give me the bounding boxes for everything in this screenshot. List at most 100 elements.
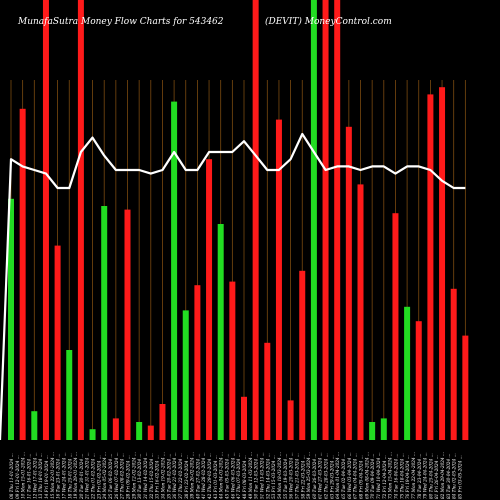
x-tick-labels: 08 Thu 11-01-2024 ... 09 Fri 12-01-2024 .… [9,452,463,500]
x-tick-label: 34 Mon 19-02-2024 ... [161,452,166,499]
x-tick-label: 70 Tue 09-04-2024 ... [370,454,375,499]
x-tick-label: 23 Fri 02-02-2024 ... [96,455,101,500]
x-tick-label: 78 Tue 23-04-2024 ... [417,454,422,499]
money-flow-bar [171,101,178,440]
x-tick-label: 84 Thu 02-05-2024 ... [452,453,457,499]
x-tick-label: 17 Wed 24-01-2024 ... [61,452,66,499]
x-tick-label: 36 Wed 21-02-2024 ... [172,452,177,499]
x-tick-label: 54 Mon 18-03-2024 ... [277,452,282,499]
x-tick-label: 30 Tue 13-02-2024 ... [137,454,142,499]
x-tick-label: 50 Tue 12-03-2024 ... [254,454,259,499]
x-tick-label: 52 Thu 14-03-2024 ... [265,453,270,499]
x-tick-label: 44 Mon 04-03-2024 ... [219,452,224,500]
money-flow-bar [136,422,143,440]
x-tick-label: 43 Fri 01-03-2024 ... [213,455,218,500]
x-tick-label: 13 Thu 18-01-2024 ... [38,453,43,499]
x-tick-label: 18 Thu 25-01-2024 ... [67,453,72,499]
money-flow-bar [194,285,201,440]
money-flow-bar [450,288,457,440]
money-flow-bar [112,418,119,440]
chart-title: MunafaSutra Money Flow Charts for 543462 [17,17,224,27]
x-tick-label: 10 Mon 15-01-2024 ... [21,452,26,499]
x-tick-label: 11 Tue 16-01-2024 ... [27,454,32,499]
money-flow-bar [380,418,387,440]
x-tick-label: 31 Wed 14-02-2024 ... [143,452,148,499]
x-tick-label: 09 Fri 12-01-2024 ... [15,455,20,499]
money-flow-bar [124,209,131,440]
money-flow-bar [462,335,469,440]
x-tick-label: 74 Tue 16-04-2024 ... [393,454,398,499]
x-tick-label: 61 Wed 27-03-2024 ... [318,452,323,499]
chart-subtitle: (DEVIT) MoneyControl.com [265,16,392,27]
x-tick-label: 46 Wed 06-03-2024 ... [230,452,235,500]
x-tick-label: 16 Tue 23-01-2024 ... [56,454,61,499]
money-flow-bar [54,245,61,440]
x-tick-label: 35 Tue 20-02-2024 ... [166,454,171,499]
money-flow-bar [299,270,306,440]
money-flow-bar [101,206,108,440]
x-tick-label: 66 Wed 03-04-2024 ... [347,452,352,499]
x-tick-label: 14 Fri 19-01-2024 ... [44,455,49,499]
money-flow-bar [287,400,294,440]
x-tick-label: 58 Fri 22-03-2024 ... [300,455,305,499]
money-flow-bar [334,0,341,440]
x-tick-label: 62 Thu 28-03-2024 ... [324,453,329,499]
money-flow-bar [217,224,224,440]
money-flow-bar [8,198,14,440]
x-tick-label: 29 Mon 12-02-2024 ... [131,452,136,500]
x-tick-label: 45 Tue 05-03-2024 ... [225,454,230,500]
x-tick-label: 47 Thu 07-03-2024 ... [236,453,241,500]
x-tick-label: 24 Mon 05-02-2024 ... [102,452,107,500]
bars-group [8,0,469,441]
money-flow-bar [357,184,364,440]
money-flow-bar [345,126,352,441]
x-tick-label: 48 Fri 08-03-2024 ... [242,455,247,500]
x-tick-label: 40 Tue 27-02-2024 ... [195,454,200,500]
x-tick-label: 27 Thu 08-02-2024 ... [120,453,125,500]
money-flow-bar [264,342,271,440]
money-flow-bar [252,0,259,440]
x-tick-label: 37 Thu 22-02-2024 ... [178,453,183,499]
money-flow-bar [275,119,282,440]
money-flow-bar [404,306,411,440]
money-flow-bar [89,429,96,440]
x-tick-label: 67 Thu 04-04-2024 ... [353,453,358,499]
x-tick-label: 12 Wed 17-01-2024 ... [32,452,37,499]
x-tick-label: 38 Fri 23-02-2024 ... [184,455,189,499]
x-tick-label: 21 Wed 31-01-2024 ... [85,452,90,500]
x-tick-label: 75 Thu 18-04-2024 ... [399,453,404,499]
x-tick-label: 33 Fri 16-02-2024 ... [155,455,160,499]
x-tick-label: 68 Fri 05-04-2024 ... [359,455,364,499]
x-tick-label: 72 Fri 12-04-2024 ... [382,455,387,499]
x-tick-label: 63 Fri 29-03-2024 ... [329,455,334,499]
x-tick-label: 71 Wed 10-04-2024 ... [376,452,381,499]
x-tick-label: 20 Tue 30-01-2024 ... [79,454,84,500]
x-tick-label: 41 Wed 28-02-2024 ... [201,452,206,500]
money-flow-bar [159,404,166,440]
x-tick-label: 53 Fri 15-03-2024 ... [271,455,276,499]
x-tick-label: 28 Fri 09-02-2024 ... [126,455,131,500]
x-tick-label: 15 Mon 22-01-2024 ... [50,452,55,499]
money-flow-bar [229,281,236,440]
x-tick-label: 51 Wed 13-03-2024 ... [260,452,265,499]
x-tick-label: 49 Mon 11-03-2024 ... [248,452,253,500]
money-flow-bar [369,422,376,440]
x-tick-label: 77 Mon 22-04-2024 ... [411,452,416,499]
x-tick-label: 73 Mon 15-04-2024 ... [388,452,393,499]
money-flow-bar [415,321,422,440]
money-flow-bar [427,94,434,441]
money-flow-bar [182,310,189,440]
money-flow-bar [241,396,247,440]
x-tick-label: 80 Thu 25-04-2024 ... [428,453,433,499]
x-tick-label: 22 Thu 01-02-2024 ... [91,453,96,500]
x-tick-label: 81 Fri 26-04-2024 ... [434,455,439,499]
x-tick-label: 32 Thu 15-02-2024 ... [149,453,154,499]
x-tick-label: 79 Wed 24-04-2024 ... [423,452,428,499]
x-tick-label: 82 Mon 29-04-2024 ... [440,452,445,499]
x-tick-label: 42 Thu 29-02-2024 ... [207,453,212,500]
x-tick-label: 60 Tue 26-03-2024 ... [312,454,317,499]
money-flow-bar [42,0,49,440]
money-flow-line [0,132,466,441]
